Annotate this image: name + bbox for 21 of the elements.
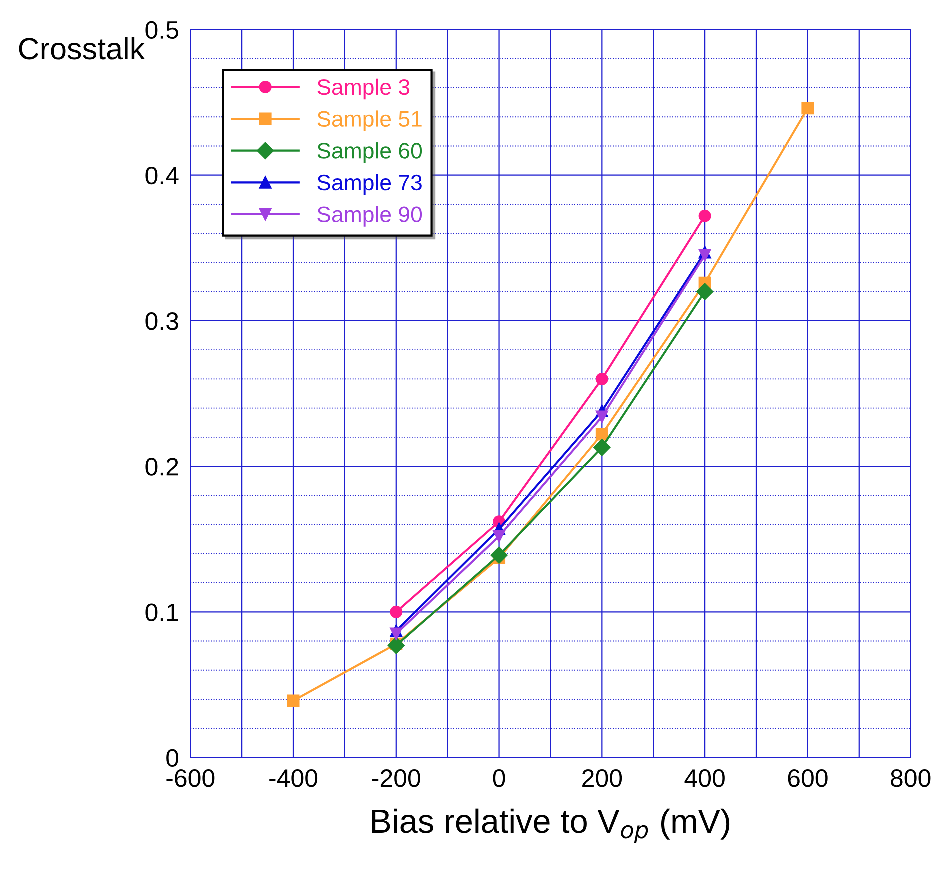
legend-label: Sample 90	[318, 206, 422, 227]
legend-label: Sample 3	[318, 78, 410, 100]
legend-label: Sample 51	[318, 110, 422, 132]
y-tick-label: 0.4	[146, 166, 179, 185]
x-tick-label: 600	[788, 770, 828, 788]
x-tick-label: -400	[270, 770, 318, 788]
x-tick-label: -600	[166, 770, 215, 788]
legend-label: Sample 73	[318, 174, 422, 196]
y-axis-title: Crosstalk	[19, 37, 146, 60]
x-tick-label: -200	[372, 770, 420, 788]
y-tick-label: 0.1	[146, 604, 178, 622]
x-axis-title: Bias relative to V$_{op}$ (mV)	[372, 808, 730, 844]
y-tick-label: 0	[166, 749, 179, 768]
x-tick-label: 400	[684, 770, 725, 788]
legend-label: Sample 60	[318, 142, 422, 164]
y-tick-label: 0.5	[146, 21, 178, 40]
x-tick-label: 0	[493, 770, 506, 788]
y-tick-label: 0.3	[146, 312, 178, 330]
x-tick-label: 200	[582, 770, 622, 788]
x-tick-label: 800	[891, 770, 931, 788]
y-tick-label: 0.2	[146, 458, 178, 476]
